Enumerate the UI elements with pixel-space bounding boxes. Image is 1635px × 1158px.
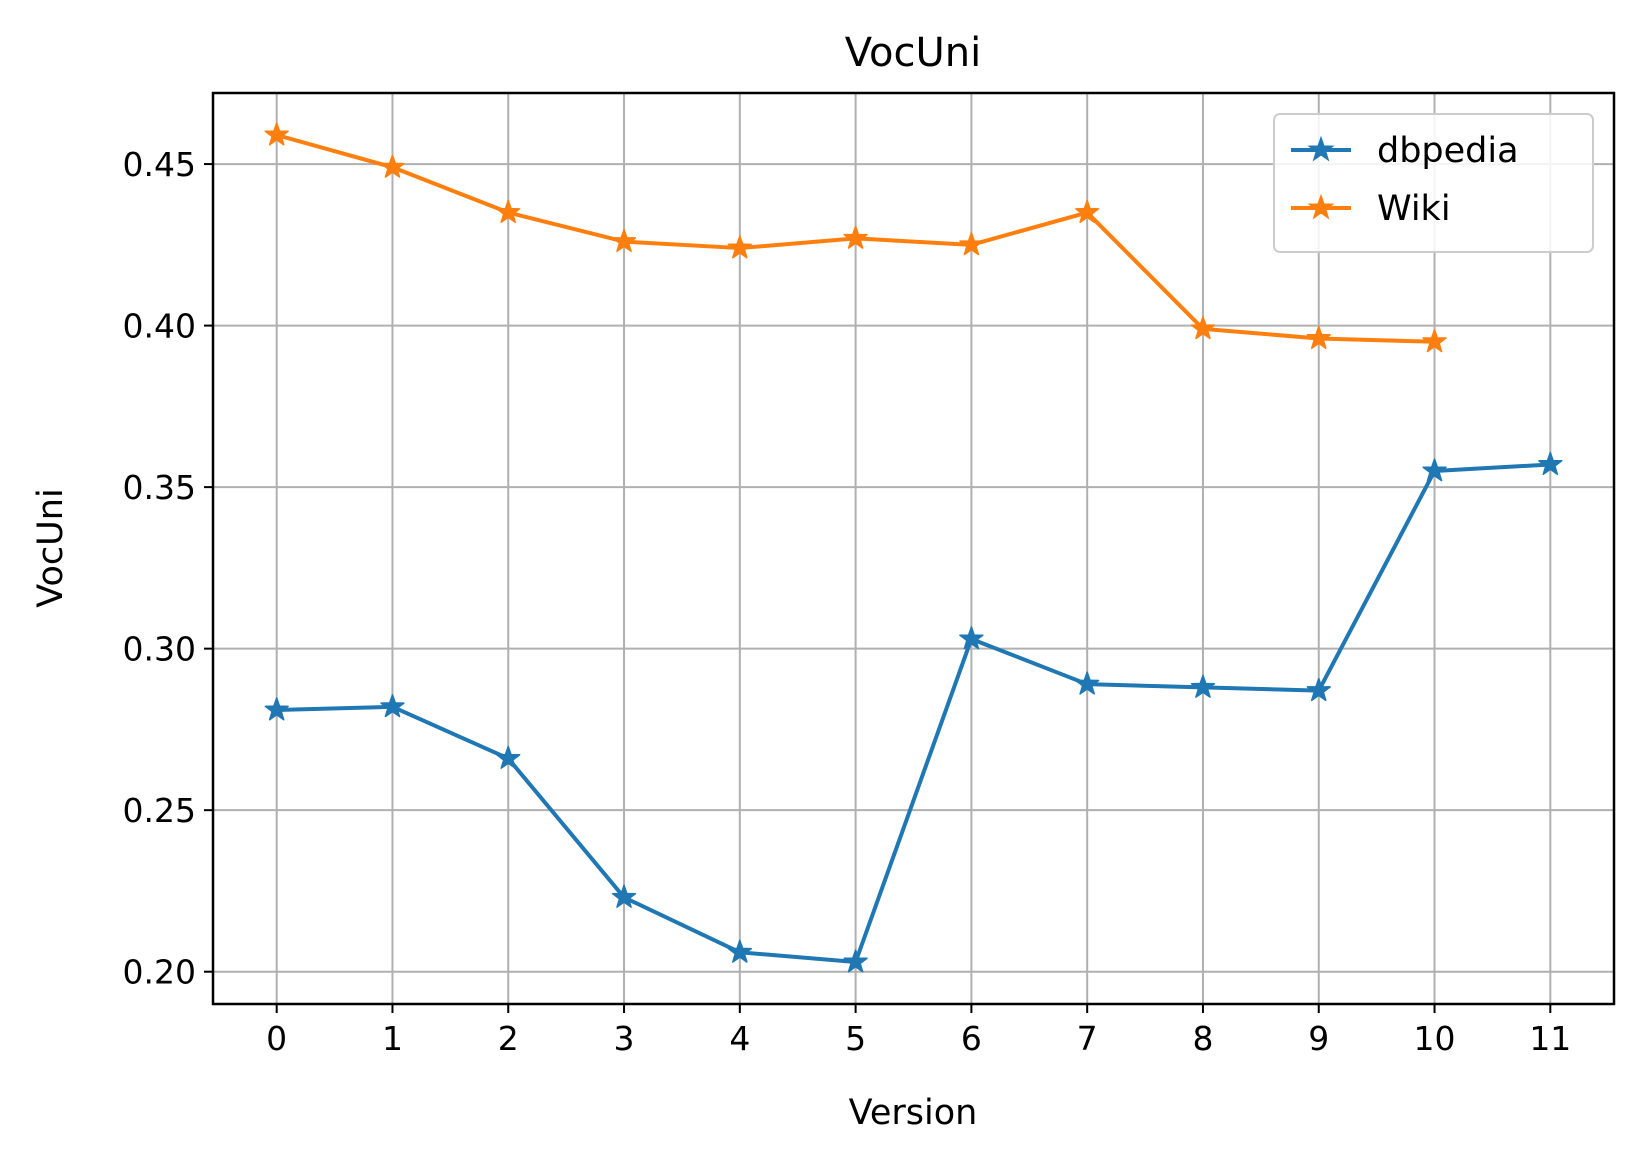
data-point-marker: [727, 939, 752, 963]
x-tick-label: 1: [382, 1019, 403, 1058]
data-point-marker: [496, 199, 521, 223]
data-point-marker: [727, 235, 752, 259]
data-point-marker: [264, 122, 289, 146]
x-tick-label: 11: [1529, 1019, 1571, 1058]
legend: dbpedia Wiki: [1273, 113, 1594, 253]
data-point-marker: [611, 884, 637, 908]
series-line: [276, 462, 1551, 964]
data-point-marker: [264, 697, 289, 721]
x-tick-label: 3: [614, 1019, 635, 1058]
legend-box: [1273, 113, 1594, 253]
x-tick-label: 7: [1077, 1019, 1098, 1058]
data-point-marker: [1190, 316, 1216, 340]
chart-title: VocUni: [845, 30, 981, 76]
data-point-marker: [1422, 329, 1447, 353]
x-tick-label: 10: [1414, 1019, 1456, 1058]
series-dbpedia: [264, 451, 1563, 973]
y-axis: 0.20 0.25 0.30 0.35 0.40 0.45: [123, 145, 213, 992]
legend-entry-dbpedia: dbpedia: [1291, 131, 1519, 171]
series-wiki: [264, 122, 1447, 353]
y-tick-label: 0.35: [123, 468, 196, 507]
data-point-marker: [1538, 451, 1563, 475]
legend-marker: [1307, 193, 1335, 220]
data-point-marker: [496, 745, 521, 769]
legend-label: dbpedia: [1377, 131, 1519, 171]
legend-entry-wiki: Wiki: [1291, 189, 1451, 229]
y-tick-label: 0.20: [123, 953, 196, 992]
data-point-marker: [843, 225, 868, 249]
data-point-marker: [380, 154, 405, 178]
data-point-marker: [1306, 325, 1331, 349]
grid: [213, 93, 1614, 1004]
x-axis: 0 1 2 3 4 5 6 7 8 9 10 11: [266, 1004, 1571, 1058]
plot-frame: [211, 91, 1616, 1006]
y-tick-label: 0.30: [123, 630, 196, 669]
data-point-marker: [1075, 199, 1100, 223]
y-tick-label: 0.45: [123, 145, 196, 184]
legend-marker: [1307, 135, 1335, 162]
legend-label: Wiki: [1377, 189, 1451, 229]
data-point-marker: [1422, 458, 1447, 482]
y-tick-label: 0.40: [123, 307, 196, 346]
data-point-marker: [1075, 671, 1100, 695]
data-point-marker: [380, 694, 405, 718]
data-point-marker: [959, 232, 984, 256]
x-tick-label: 0: [266, 1019, 287, 1058]
data-point-marker: [843, 949, 868, 973]
x-tick-label: 9: [1308, 1019, 1329, 1058]
x-tick-label: 8: [1192, 1019, 1213, 1058]
data-point-marker: [1190, 674, 1216, 698]
data-point-marker: [1306, 677, 1331, 702]
series-layer: [264, 122, 1563, 973]
data-point-marker: [611, 228, 637, 253]
x-tick-label: 5: [845, 1019, 866, 1058]
y-tick-label: 0.25: [123, 791, 196, 830]
x-tick-label: 4: [729, 1019, 750, 1058]
y-axis-label: VocUni: [31, 488, 71, 607]
x-tick-label: 2: [498, 1019, 519, 1058]
x-tick-label: 6: [961, 1019, 982, 1058]
x-axis-label: Version: [849, 1093, 978, 1133]
data-point-marker: [959, 626, 984, 650]
